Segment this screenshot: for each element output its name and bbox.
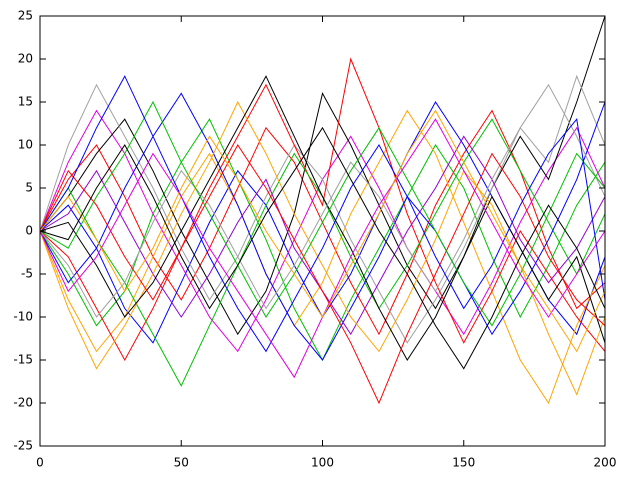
y-tick-label: 15 xyxy=(18,95,33,109)
series-line xyxy=(39,126,606,370)
y-tick-label: -10 xyxy=(13,310,33,324)
series-line xyxy=(39,100,606,327)
x-tick-label: 200 xyxy=(594,456,617,470)
series-line xyxy=(39,75,606,353)
y-tick-label: 5 xyxy=(25,181,33,195)
y-tick-label: 25 xyxy=(18,9,33,23)
series-line xyxy=(39,135,606,336)
series-line xyxy=(39,118,606,387)
series-line xyxy=(39,74,606,344)
series-line xyxy=(39,144,606,405)
y-tick-label: 0 xyxy=(25,224,33,238)
series-line xyxy=(39,109,606,405)
series-line xyxy=(39,75,606,361)
y-tick-label: -25 xyxy=(13,439,33,453)
x-tick-label: 0 xyxy=(36,456,44,470)
y-tick-label: -5 xyxy=(21,267,33,281)
x-tick-label: 150 xyxy=(452,456,475,470)
series-line xyxy=(39,92,606,361)
y-tick-label: -20 xyxy=(13,396,33,410)
series-line xyxy=(39,109,606,353)
y-tick-label: 20 xyxy=(18,52,33,66)
series-line xyxy=(39,83,606,318)
y-tick-label: 10 xyxy=(18,138,33,152)
series-line xyxy=(39,57,606,362)
series-line xyxy=(39,100,606,396)
y-tick-label: -15 xyxy=(13,353,33,367)
series-line xyxy=(39,15,606,336)
x-tick-label: 50 xyxy=(174,456,189,470)
x-tick-label: 100 xyxy=(311,456,334,470)
